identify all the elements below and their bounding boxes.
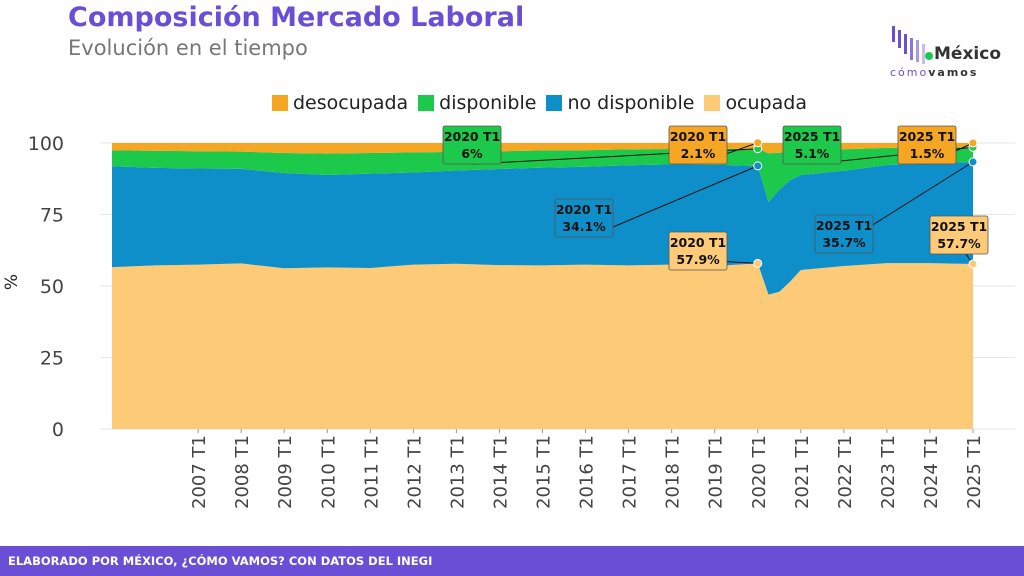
- x-tick-label: 2007 T1: [189, 435, 210, 509]
- annotation-value: 2.1%: [681, 146, 716, 161]
- annotation-period: 2025 T1: [816, 218, 872, 233]
- annotation-value: 5.1%: [795, 146, 830, 161]
- chart-legend: desocupada disponible no disponible ocup…: [272, 92, 807, 114]
- footer-bar: ELABORADO POR MÉXICO, ¿CÓMO VAMOS? CON D…: [0, 546, 1024, 576]
- annotation-period: 2025 T1: [931, 219, 987, 234]
- legend-label-disponible: disponible: [439, 92, 537, 114]
- chart-title: Composición Mercado Laboral: [68, 2, 525, 33]
- annotation-period: 2025 T1: [784, 129, 840, 144]
- annotation-box: [929, 215, 989, 255]
- legend-item-ocupada[interactable]: ocupada: [704, 92, 807, 114]
- x-tick-label: 2015 T1: [534, 435, 555, 509]
- x-tick-label: 2008 T1: [232, 435, 253, 509]
- annotation-dot: [753, 161, 763, 171]
- annotation-dot: [968, 138, 978, 148]
- x-tick-label: 2020 T1: [749, 435, 770, 509]
- x-tick-label: 2024 T1: [921, 435, 942, 509]
- annotation-value: 6%: [461, 146, 483, 161]
- legend-label-ocupada: ocupada: [725, 92, 807, 114]
- x-tick-label: 2023 T1: [878, 435, 899, 509]
- x-tick-label: 2017 T1: [620, 435, 641, 509]
- annotation-period: 2020 T1: [444, 129, 500, 144]
- annotation-box: [442, 125, 502, 165]
- annotation-value: 57.7%: [937, 236, 981, 251]
- annotation-box: [554, 198, 614, 238]
- x-tick-label: 2021 T1: [792, 435, 813, 509]
- legend-swatch-no-disponible: [546, 95, 563, 111]
- x-tick-label: 2010 T1: [318, 435, 339, 509]
- legend-swatch-disponible: [418, 95, 435, 111]
- legend-item-no-disponible[interactable]: no disponible: [546, 92, 694, 114]
- annotation-dot: [753, 138, 763, 148]
- annotation-dot: [968, 157, 978, 167]
- x-tick-label: 2011 T1: [361, 435, 382, 509]
- x-tick-label: 2012 T1: [404, 435, 425, 509]
- logo-subtitle: cómovamos: [890, 66, 979, 79]
- annotation-dot: [968, 259, 978, 269]
- annotation-value: 35.7%: [822, 235, 866, 250]
- annotation-box: [668, 125, 728, 165]
- annotation-value: 1.5%: [910, 146, 945, 161]
- logo-word: México: [934, 44, 1001, 64]
- annotation-leader: [612, 165, 758, 228]
- chart-subtitle: Evolución en el tiempo: [68, 36, 308, 60]
- x-tick-label: 2009 T1: [275, 435, 296, 509]
- annotation-period: 2020 T1: [670, 129, 726, 144]
- annotation-box: [782, 125, 842, 165]
- legend-item-desocupada[interactable]: desocupada: [272, 92, 408, 114]
- legend-label-no-disponible: no disponible: [567, 92, 695, 114]
- legend-swatch-desocupada: [272, 95, 288, 111]
- annotation-box: [897, 125, 957, 165]
- x-tick-label: 2014 T1: [490, 435, 511, 509]
- x-tick-label: 2025 T1: [964, 435, 985, 509]
- annotation-value: 34.1%: [562, 219, 606, 234]
- stacked-area-chart: 0 25 50 75 100 2007 T1 2008 T1 2009 T1 2010 T1 20…: [28, 125, 1015, 509]
- x-tick-label: 2022 T1: [835, 435, 856, 509]
- legend-label-desocupada: desocupada: [293, 92, 409, 114]
- logo-bars-icon: [892, 26, 933, 64]
- area-ocupada: [112, 263, 973, 429]
- x-tick-label: 2013 T1: [447, 435, 468, 509]
- legend-swatch-ocupada: [704, 95, 721, 111]
- y-tick-label: 25: [40, 348, 64, 370]
- x-tick-label: 2016 T1: [577, 435, 598, 509]
- legend-item-disponible[interactable]: disponible: [418, 92, 536, 114]
- annotation-box: [668, 231, 728, 271]
- area-disponible: [112, 147, 973, 202]
- x-tick-label: 2018 T1: [663, 435, 684, 509]
- annotation-value: 57.9%: [676, 252, 720, 267]
- annotation-period: 2025 T1: [899, 129, 955, 144]
- mexico-como-vamos-logo: México cómovamos: [890, 24, 1002, 82]
- annotation-dot: [753, 258, 763, 268]
- annotation-period: 2020 T1: [556, 202, 612, 217]
- y-tick-label: 50: [40, 276, 64, 298]
- annotation-box: [814, 214, 874, 254]
- x-tick-label: 2019 T1: [706, 435, 727, 509]
- y-tick-label: 100: [28, 133, 64, 155]
- annotation-period: 2020 T1: [670, 235, 726, 250]
- y-tick-label: 75: [40, 205, 64, 227]
- footer-source-text: ELABORADO POR MÉXICO, ¿CÓMO VAMOS? CON D…: [8, 554, 433, 568]
- y-tick-label: 0: [52, 419, 64, 441]
